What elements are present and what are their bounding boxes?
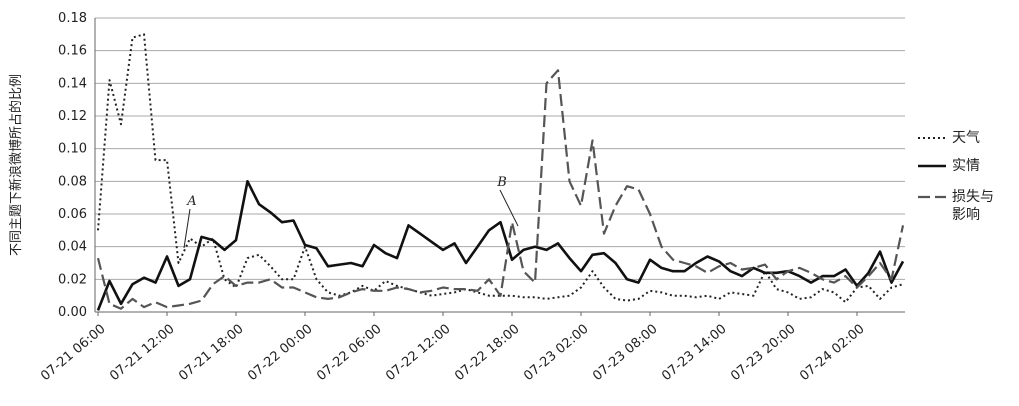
legend-label: 天气 bbox=[952, 130, 980, 146]
y-tick-label: 0.04 bbox=[58, 240, 87, 255]
x-tick-label: 07-22 18:00 bbox=[452, 322, 522, 385]
x-tick-label: 07-21 06:00 bbox=[38, 322, 108, 385]
x-tick-label: 07-22 06:00 bbox=[314, 322, 384, 385]
legend-label: 实情 bbox=[952, 158, 980, 174]
x-tick-label: 07-24 02:00 bbox=[797, 322, 867, 385]
x-tick-label: 07-21 12:00 bbox=[107, 322, 177, 385]
y-tick-label: 0.06 bbox=[58, 207, 87, 222]
series-line bbox=[96, 180, 905, 311]
series-line bbox=[96, 69, 905, 310]
x-tick-label: 07-23 02:00 bbox=[521, 322, 591, 385]
y-tick-label: 0.18 bbox=[58, 11, 87, 26]
legend-label: 损失与影响 bbox=[952, 189, 994, 223]
annotation-pointer bbox=[499, 189, 519, 227]
y-axis-label: 不同主题下新浪微博所占的比例 bbox=[8, 74, 24, 256]
x-tick-label: 07-22 12:00 bbox=[383, 322, 453, 385]
annotation-pointer bbox=[183, 208, 191, 249]
x-tick-label: 07-23 08:00 bbox=[590, 322, 660, 385]
annotation: B bbox=[496, 175, 507, 190]
y-tick-label: 0.12 bbox=[58, 109, 87, 124]
annotation: A bbox=[186, 194, 196, 209]
y-tick-label: 0.14 bbox=[58, 76, 87, 91]
x-tick-label: 07-21 18:00 bbox=[176, 322, 246, 385]
y-tick-label: 0.10 bbox=[58, 142, 87, 157]
y-tick-label: 0.00 bbox=[58, 305, 87, 320]
series-line bbox=[97, 33, 904, 304]
y-tick-label: 0.16 bbox=[58, 44, 87, 59]
x-tick-label: 07-23 20:00 bbox=[728, 322, 798, 385]
y-tick-label: 0.02 bbox=[58, 272, 87, 287]
x-tick-label: 07-23 14:00 bbox=[659, 322, 729, 385]
y-tick-label: 0.08 bbox=[58, 174, 87, 189]
x-tick-label: 07-22 00:00 bbox=[245, 322, 315, 385]
